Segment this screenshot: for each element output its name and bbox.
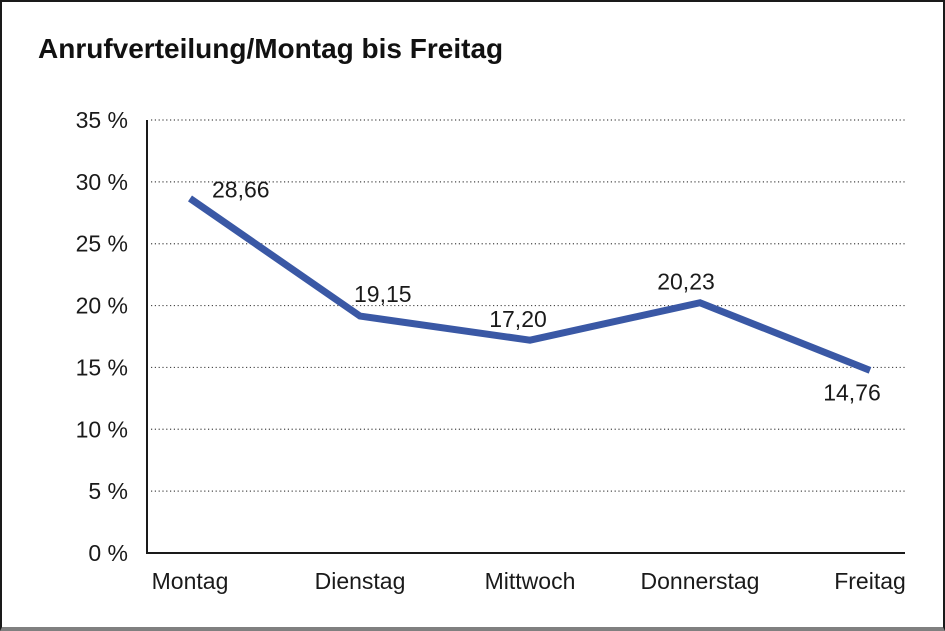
y-tick-label: 30 % (76, 169, 128, 195)
x-category-label: Mittwoch (485, 568, 576, 594)
y-tick-label: 20 % (76, 293, 128, 319)
series-line (188, 195, 872, 374)
x-category-label: Montag (152, 568, 229, 594)
y-tick-label: 10 % (76, 416, 128, 442)
y-tick-label: 15 % (76, 354, 128, 380)
data-point-label: 20,23 (657, 269, 715, 295)
y-tick-label: 0 % (88, 540, 128, 566)
y-tick-label: 25 % (76, 231, 128, 257)
x-category-label: Freitag (834, 568, 906, 594)
data-point-label: 17,20 (489, 306, 547, 332)
data-point-label: 14,76 (823, 379, 881, 405)
x-category-label: Donnerstag (641, 568, 760, 594)
y-tick-label: 35 % (76, 107, 128, 133)
chart-title: Anrufverteilung/Montag bis Freitag (38, 33, 504, 64)
data-point-label: 19,15 (354, 281, 412, 307)
x-category-label: Dienstag (315, 568, 406, 594)
data-point-label: 28,66 (212, 176, 270, 202)
y-tick-label: 5 % (88, 478, 128, 504)
